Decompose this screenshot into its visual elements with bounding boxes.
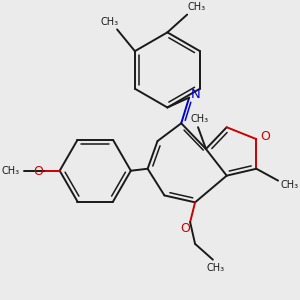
Text: O: O [260,130,270,142]
Text: CH₃: CH₃ [207,262,225,273]
Text: N: N [191,88,201,101]
Text: CH₃: CH₃ [281,180,299,190]
Text: CH₃: CH₃ [191,114,209,124]
Text: CH₃: CH₃ [1,166,19,176]
Text: O: O [33,165,43,178]
Text: CH₃: CH₃ [188,2,206,12]
Text: CH₃: CH₃ [100,16,118,26]
Text: O: O [180,221,190,235]
